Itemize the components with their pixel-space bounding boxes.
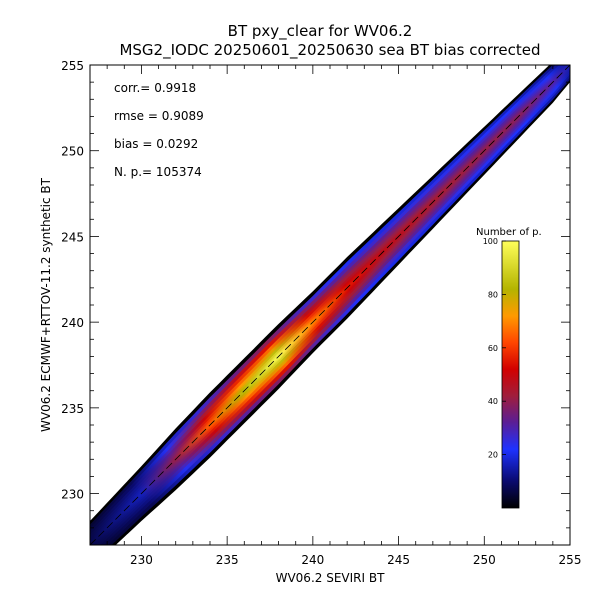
x-tick-label: 235 [216, 553, 239, 567]
colorbar-tick-label: 100 [483, 237, 498, 246]
y-tick-label: 235 [61, 402, 84, 416]
stat-rmse: rmse = 0.9089 [114, 109, 204, 123]
colorbar-ticks: 20 40 60 80 100 [483, 237, 506, 460]
reference-line [90, 65, 570, 545]
chart-title: BT pxy_clear for WV06.2 [228, 22, 413, 41]
x-axis-label: WV06.2 SEVIRI BT [276, 571, 385, 585]
stat-corr: corr.= 0.9918 [114, 81, 196, 95]
colorbar-gradient [501, 240, 520, 509]
colorbar-tick-label: 20 [488, 451, 498, 460]
y-axis: 230 235 240 245 250 255 [61, 59, 570, 546]
colorbar: Number of p. 20 40 60 80 100 [476, 227, 542, 509]
stat-npoints: N. p.= 105374 [114, 165, 202, 179]
y-tick-label: 250 [61, 145, 84, 159]
x-axis: 230 235 240 245 250 255 [89, 65, 582, 567]
x-tick-label: 255 [559, 553, 582, 567]
colorbar-tick-label: 60 [488, 344, 498, 353]
stat-bias: bias = 0.0292 [114, 137, 198, 151]
y-tick-label: 230 [61, 488, 84, 502]
colorbar-tick-label: 80 [488, 290, 498, 299]
y-tick-label: 245 [61, 230, 84, 244]
x-tick-label: 240 [301, 553, 324, 567]
y-tick-label: 255 [61, 59, 84, 73]
y-axis-label: WV06.2 ECMWF+RTTOV-11.2 synthetic BT [39, 177, 53, 432]
x-tick-label: 250 [473, 553, 496, 567]
y-tick-label: 240 [61, 316, 84, 330]
colorbar-title: Number of p. [476, 227, 542, 238]
x-tick-label: 230 [130, 553, 153, 567]
x-tick-label: 245 [387, 553, 410, 567]
stats-block: corr.= 0.9918 rmse = 0.9089 bias = 0.029… [114, 81, 204, 179]
colorbar-tick-label: 40 [488, 397, 498, 406]
chart-subtitle: MSG2_IODC 20250601_20250630 sea BT bias … [119, 41, 540, 60]
